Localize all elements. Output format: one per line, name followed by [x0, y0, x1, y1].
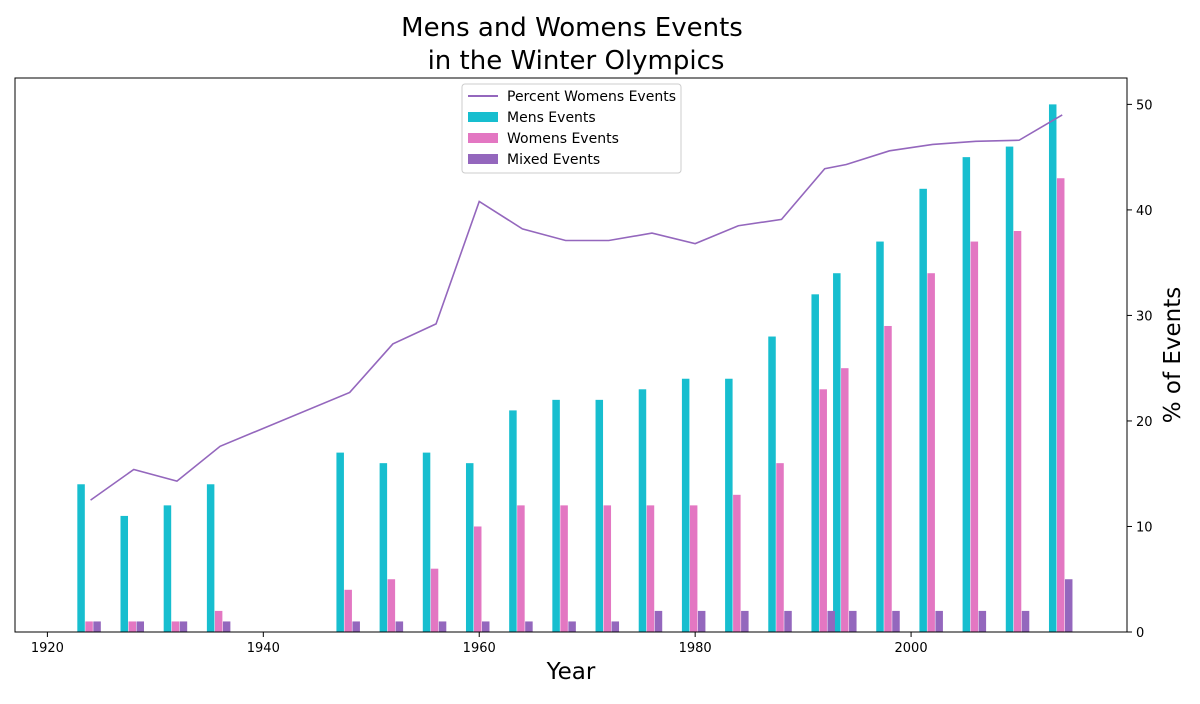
- bar-mens-1956: [422, 452, 431, 632]
- bar-mens-2014: [1048, 104, 1057, 632]
- bar-mens-1994: [833, 273, 841, 632]
- bar-mixed-2002: [935, 610, 943, 632]
- x-tick-label-2000: 2000: [895, 641, 928, 656]
- bar-mens-1928: [120, 515, 129, 632]
- chart-title-line1: Mens and Womens Events: [401, 13, 743, 43]
- bar-mens-1988: [768, 336, 776, 632]
- bar-mixed-1984: [741, 610, 749, 632]
- bar-mens-1968: [552, 399, 560, 632]
- bar-mens-2006: [962, 157, 971, 632]
- bar-womens-1956: [430, 568, 439, 632]
- bar-mens-1936: [206, 484, 215, 632]
- y-tick-label-0: 0: [1136, 626, 1144, 641]
- bar-womens-2002: [927, 273, 935, 632]
- bar-mixed-1936: [222, 621, 231, 632]
- bar-mens-1998: [876, 241, 884, 632]
- bar-womens-1980: [689, 505, 698, 632]
- y-tick-label-50: 50: [1136, 98, 1153, 113]
- bar-mens-1932: [163, 505, 172, 632]
- bar-mixed-1980: [697, 610, 706, 632]
- legend-label-womens: Womens Events: [507, 131, 619, 147]
- bar-mens-1964: [509, 410, 517, 632]
- legend-swatch-mens: [468, 112, 498, 122]
- bar-mixed-1976: [654, 610, 663, 632]
- bars-layer: [77, 104, 1073, 633]
- bar-womens-2014: [1056, 178, 1065, 632]
- bar-mixed-2006: [978, 610, 987, 632]
- bar-womens-1992: [819, 389, 827, 632]
- legend-box: [461, 83, 682, 174]
- bar-womens-1928: [128, 621, 137, 632]
- bar-womens-1998: [884, 325, 892, 632]
- bar-mixed-1952: [395, 621, 404, 632]
- bar-womens-1932: [171, 621, 180, 632]
- bar-mixed-1994: [849, 610, 857, 632]
- bar-mixed-1998: [892, 610, 900, 632]
- bar-mixed-1964: [525, 621, 533, 632]
- bar-mixed-1932: [179, 621, 188, 632]
- bar-womens-1994: [841, 368, 849, 632]
- bar-mens-1960: [465, 463, 474, 632]
- line-percent-womens-events: [90, 114, 1063, 501]
- legend-label-mens: Mens Events: [507, 110, 596, 126]
- x-tick-label-1980: 1980: [679, 641, 712, 656]
- bar-mens-1984: [725, 378, 733, 632]
- y-axis-label-right: % of Events: [1160, 287, 1186, 424]
- bar-womens-1948: [344, 589, 352, 632]
- bar-womens-2006: [970, 241, 979, 632]
- bar-mens-1952: [379, 463, 388, 632]
- bar-mens-1924: [77, 484, 85, 632]
- bar-mixed-2010: [1021, 610, 1030, 632]
- line-layer: [90, 114, 1063, 501]
- bar-mens-2010: [1005, 146, 1014, 632]
- bar-mens-2002: [919, 188, 927, 633]
- bar-mixed-1960: [481, 621, 490, 632]
- legend-swatch-womens: [468, 133, 498, 143]
- x-tick-label-1940: 1940: [247, 641, 280, 656]
- bar-mixed-1972: [611, 621, 620, 632]
- y-axis-right: 0 10 20 30 40 50: [1127, 98, 1153, 641]
- bar-womens-1960: [473, 526, 482, 632]
- bar-womens-1964: [517, 505, 525, 632]
- x-tick-label-1920: 1920: [31, 641, 64, 656]
- bar-mens-1972: [595, 399, 604, 632]
- bar-mixed-1968: [568, 621, 576, 632]
- bar-mixed-1948: [352, 621, 360, 632]
- bar-mens-1992: [811, 294, 819, 632]
- chart-title-line2: in the Winter Olympics: [428, 46, 725, 76]
- bar-mens-1948: [336, 452, 344, 632]
- bar-mixed-1924: [93, 621, 101, 632]
- y-tick-label-30: 30: [1136, 309, 1153, 324]
- plot-frame: [14, 77, 1128, 633]
- bar-mens-1980: [681, 378, 690, 632]
- bar-womens-2010: [1013, 231, 1022, 632]
- bar-womens-1936: [214, 610, 223, 632]
- bar-womens-1968: [560, 505, 568, 632]
- bar-mixed-2014: [1064, 579, 1073, 632]
- bar-mixed-1992: [827, 610, 835, 632]
- bar-mens-1976: [638, 389, 647, 632]
- bar-womens-1976: [646, 505, 655, 632]
- bar-womens-1924: [85, 621, 93, 632]
- y-tick-label-20: 20: [1136, 415, 1153, 430]
- y-tick-label-10: 10: [1136, 520, 1153, 535]
- y-tick-label-40: 40: [1136, 204, 1153, 219]
- bar-womens-1972: [603, 505, 612, 632]
- legend-label-percent-womens: Percent Womens Events: [507, 89, 676, 105]
- legend: Percent Womens Events Mens Events Womens…: [461, 83, 682, 174]
- x-tick-label-1960: 1960: [463, 641, 496, 656]
- legend-swatch-mixed: [468, 154, 498, 164]
- x-axis-label: Year: [546, 659, 596, 685]
- bar-womens-1952: [387, 579, 396, 632]
- bar-womens-1988: [776, 463, 784, 632]
- x-axis: 1920 1940 1960 1980 2000: [31, 632, 928, 656]
- legend-label-mixed: Mixed Events: [507, 152, 600, 168]
- bar-mixed-1956: [438, 621, 447, 632]
- bar-mixed-1928: [136, 621, 145, 632]
- bar-mixed-1988: [784, 610, 792, 632]
- bar-womens-1984: [733, 494, 741, 632]
